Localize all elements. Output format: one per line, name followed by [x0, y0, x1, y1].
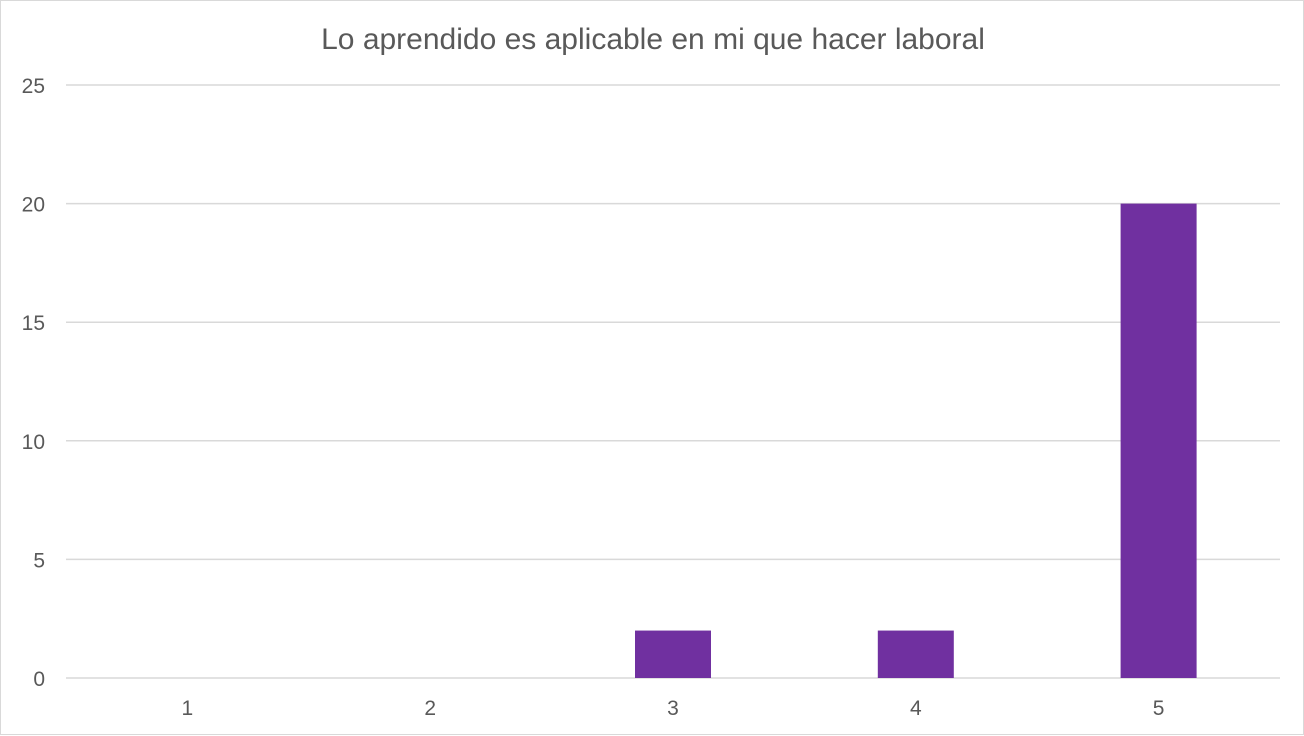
bar-4: [877, 630, 954, 678]
x-tick-label: 2: [424, 697, 436, 720]
x-tick-label: 4: [910, 697, 922, 720]
gridlines: [66, 84, 1280, 679]
y-axis-ticks: 0 5 10 15 20 25: [22, 75, 45, 691]
x-tick-label: 5: [1153, 697, 1165, 720]
y-tick-label: 5: [33, 549, 45, 572]
y-tick-label: 20: [22, 194, 45, 217]
y-tick-label: 10: [22, 431, 45, 454]
x-tick-label: 3: [667, 697, 679, 720]
y-tick-label: 15: [22, 312, 45, 335]
x-axis-ticks: 1 2 3 4 5: [182, 697, 1165, 720]
y-tick-label: 0: [33, 668, 45, 691]
chart-title: Lo aprendido es aplicable en mi que hace…: [321, 23, 985, 56]
y-tick-label: 25: [22, 75, 45, 98]
bars: [635, 203, 1197, 678]
x-tick-label: 1: [182, 697, 194, 720]
bar-3: [635, 630, 711, 678]
bar-5: [1120, 203, 1197, 678]
